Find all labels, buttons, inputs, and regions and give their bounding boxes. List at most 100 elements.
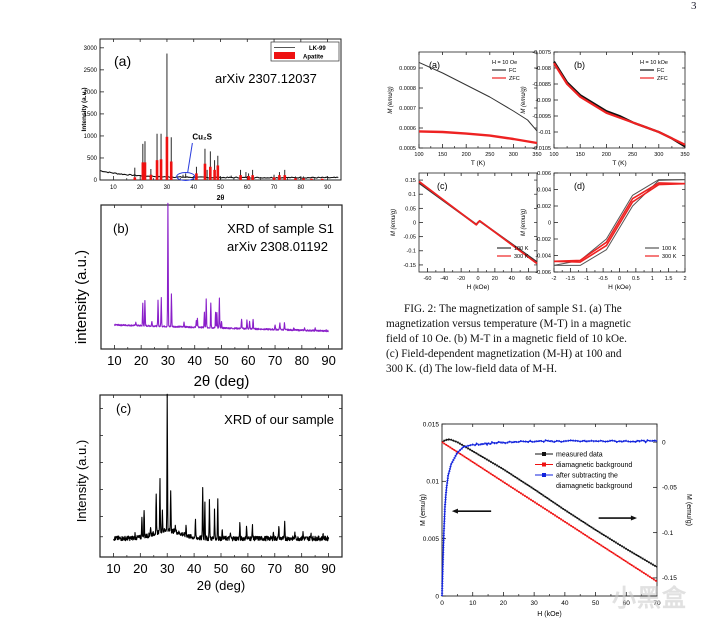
legend-label-lk99: LK-99 xyxy=(309,46,326,52)
bar-apatite xyxy=(247,176,250,180)
legend-label: FC xyxy=(657,68,664,74)
legend-label: 300 K xyxy=(514,254,529,260)
x-tick-label: 250 xyxy=(485,152,494,158)
annotation-arxiv: arXiv 2308.01192 xyxy=(227,239,328,254)
x-tick-label: 60 xyxy=(241,561,255,576)
chart-mh-full: -60 -40 -20 0 20 40 60 -0.15 -0.1 -0.05 0 0.05 0.1 0.… xyxy=(391,172,538,291)
bar-apatite xyxy=(272,177,276,180)
y-tick-label: 0.0005 xyxy=(399,146,416,152)
legend-marker xyxy=(542,473,546,477)
x-tick-label: 50 xyxy=(592,600,600,607)
y-tick-label: 0 xyxy=(662,439,666,446)
x-tick-label: 40 xyxy=(509,276,515,282)
bar-apatite xyxy=(209,166,212,180)
field-annotation: H = 10 Oe xyxy=(492,60,517,66)
x-tick-label: 20 xyxy=(133,561,147,576)
y-tick-label: -0.15 xyxy=(403,263,416,269)
x-tick-label: 60 xyxy=(244,185,251,191)
arrow-left-icon xyxy=(451,508,458,514)
series-line xyxy=(553,61,686,148)
x-tick-label: 250 xyxy=(628,152,637,158)
y-tick-label: -0.0085 xyxy=(532,82,551,88)
x-tick-label: 0 xyxy=(476,276,479,282)
x-tick-label: 40 xyxy=(190,185,197,191)
bar-apatite xyxy=(195,173,198,180)
x-tick-label: 20 xyxy=(134,353,148,368)
legend-label: ZFC xyxy=(509,76,520,82)
cu2s-ellipse xyxy=(176,171,196,181)
x-tick-label: 300 xyxy=(509,152,518,158)
y-tick-label: 500 xyxy=(87,156,98,162)
legend-label: 100 K xyxy=(662,246,677,252)
arrow-right-icon xyxy=(630,515,638,521)
x-tick-label: -1.5 xyxy=(566,276,575,282)
chart-mt-10koe: 100 150 200 250 300 350-0.0105-0.01-0.0095-0.… xyxy=(521,50,690,167)
bar-apatite xyxy=(310,178,313,180)
x-tick-label: 200 xyxy=(462,152,471,158)
legend-marker xyxy=(542,462,546,467)
annotation-title: XRD of sample S1 xyxy=(227,221,334,236)
series-line xyxy=(418,130,538,145)
caption-line: magnetization versus temperature (M-T) i… xyxy=(386,318,631,330)
series-s1 xyxy=(113,202,329,333)
y-tick-label: 0.005 xyxy=(423,536,440,543)
y-tick-label: -0.009 xyxy=(535,98,551,104)
x-tick-label: 30 xyxy=(160,561,174,576)
chart-xrd-c: 10 20 30 40 50 60 70 80 90 Intensity (a.u.) 2θ (de… xyxy=(74,393,343,593)
y-tick-label: 0.01 xyxy=(426,479,439,486)
x-tick-label: 10 xyxy=(107,353,121,368)
x-axis-label: T (K) xyxy=(471,160,485,167)
x-axis-label: H (kOe) xyxy=(537,611,562,618)
x-tick-label: 150 xyxy=(438,152,447,158)
legend-label: measured data xyxy=(556,452,603,459)
annotation-title: XRD of our sample xyxy=(224,412,334,427)
y-tick-label: 2500 xyxy=(84,68,98,74)
x-tick-label: -2 xyxy=(552,276,557,282)
legend-label: 100 K xyxy=(514,246,529,252)
bar-apatite xyxy=(213,169,216,180)
y-tick-label: 0.1 xyxy=(408,192,416,198)
y-tick-label: 0 xyxy=(435,593,439,600)
legend-label: after subtracting the xyxy=(556,473,618,480)
watermark-logo: 小黑盒 xyxy=(612,585,687,612)
x-tick-label: 80 xyxy=(295,353,309,368)
bar-apatite xyxy=(169,161,173,180)
x-tick-label: 70 xyxy=(268,561,282,576)
x-tick-label: 30 xyxy=(164,185,171,191)
field-annotation: H = 10 kOe xyxy=(640,60,668,66)
x-tick-label: 20 xyxy=(492,276,498,282)
series-line xyxy=(553,62,686,146)
legend-label: diamagnetic background xyxy=(556,462,632,469)
x-tick-label: 200 xyxy=(602,152,611,158)
x-tick-label: 70 xyxy=(271,185,278,191)
y-axis-label: Intensity (a.u.) xyxy=(74,440,89,522)
chart-mh-lowfield: -2 -1.5 -1 -0.5 0 0.5 1 1.5 2 -0.006 -0.004 -0.002 0… xyxy=(521,171,687,291)
bar-apatite xyxy=(239,175,242,180)
x-tick-label: 150 xyxy=(576,152,585,158)
chart-xrd-b: 10 20 30 40 50 60 70 80 90 intensity (a.u.) 2θ (de… xyxy=(73,202,343,390)
legend-label: FC xyxy=(509,68,516,74)
series-line xyxy=(418,61,538,132)
x-tick-label: 90 xyxy=(321,353,335,368)
series-markers xyxy=(440,439,658,597)
y-tick-label: 0.0009 xyxy=(399,66,416,72)
series-our-sample xyxy=(113,393,330,542)
y-tick-label: -0.15 xyxy=(662,575,677,582)
panel-label: (b) xyxy=(113,221,129,236)
cu2s-arrow xyxy=(187,142,193,173)
y-tick-label: 0 xyxy=(548,220,551,226)
x-tick-label: -20 xyxy=(457,276,465,282)
panel-label: (c) xyxy=(437,181,448,191)
y-axis-label: Intensity (a.u.) xyxy=(81,87,88,131)
y-tick-label: 0.15 xyxy=(405,178,416,184)
y-axis-label: M (emu/g) xyxy=(521,209,527,236)
y-tick-label: 1500 xyxy=(84,112,98,118)
panel-label: (a) xyxy=(429,60,440,70)
y-tick-label: 0.004 xyxy=(537,187,551,193)
panel-label: (c) xyxy=(116,401,131,416)
x-tick-label: 60 xyxy=(526,276,532,282)
caption-line: (c) Field-dependent magnetization (M-H) … xyxy=(386,348,622,360)
series-line xyxy=(554,179,686,266)
x-tick-label: 20 xyxy=(137,185,144,191)
x-tick-label: 30 xyxy=(161,353,175,368)
